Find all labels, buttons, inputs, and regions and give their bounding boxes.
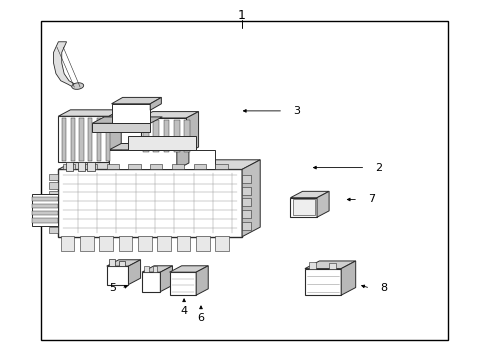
Polygon shape bbox=[290, 192, 328, 198]
Polygon shape bbox=[111, 98, 161, 104]
Bar bbox=[63, 164, 75, 169]
Text: 8: 8 bbox=[379, 283, 386, 293]
Bar bbox=[58, 169, 242, 237]
Bar bbox=[119, 236, 132, 251]
Polygon shape bbox=[128, 260, 140, 284]
Bar bbox=[183, 120, 189, 152]
Bar bbox=[242, 198, 250, 206]
Bar bbox=[32, 204, 58, 208]
Polygon shape bbox=[169, 266, 208, 272]
Bar bbox=[61, 236, 74, 251]
Bar bbox=[140, 118, 186, 153]
Bar bbox=[196, 236, 209, 251]
Bar bbox=[215, 164, 227, 169]
Polygon shape bbox=[196, 266, 208, 295]
Polygon shape bbox=[58, 160, 260, 169]
Polygon shape bbox=[186, 112, 198, 153]
Bar bbox=[49, 218, 58, 224]
Bar bbox=[177, 236, 190, 251]
Bar bbox=[41, 21, 447, 339]
Bar bbox=[105, 118, 110, 161]
Bar bbox=[106, 164, 119, 169]
Bar bbox=[305, 269, 341, 295]
Bar bbox=[157, 236, 171, 251]
Bar bbox=[173, 120, 179, 152]
Bar bbox=[58, 116, 109, 162]
Bar bbox=[85, 164, 97, 169]
Text: 1: 1 bbox=[238, 9, 245, 22]
Polygon shape bbox=[316, 192, 328, 217]
Bar bbox=[49, 183, 58, 189]
Bar bbox=[106, 266, 128, 284]
Bar bbox=[99, 236, 113, 251]
Bar bbox=[109, 259, 115, 266]
Polygon shape bbox=[109, 144, 188, 150]
Bar bbox=[128, 136, 196, 150]
Bar bbox=[32, 194, 58, 226]
Bar bbox=[49, 174, 58, 180]
Bar bbox=[87, 162, 95, 171]
Bar bbox=[292, 199, 314, 215]
Bar bbox=[49, 192, 58, 198]
Bar bbox=[242, 222, 250, 230]
Polygon shape bbox=[177, 144, 188, 169]
Bar bbox=[88, 118, 92, 161]
Bar bbox=[169, 272, 196, 295]
Bar bbox=[111, 104, 150, 123]
Bar bbox=[242, 187, 250, 194]
Bar bbox=[32, 218, 58, 222]
Polygon shape bbox=[140, 112, 198, 118]
Bar bbox=[97, 118, 101, 161]
Text: 6: 6 bbox=[197, 313, 204, 323]
Text: 4: 4 bbox=[180, 306, 187, 316]
Bar bbox=[79, 118, 83, 161]
Bar bbox=[49, 209, 58, 215]
Polygon shape bbox=[341, 261, 355, 295]
Text: 3: 3 bbox=[292, 106, 299, 116]
Bar bbox=[242, 175, 250, 183]
Bar bbox=[172, 164, 183, 169]
Bar bbox=[150, 164, 162, 169]
Polygon shape bbox=[242, 160, 260, 237]
Bar bbox=[290, 198, 316, 217]
Bar bbox=[80, 236, 94, 251]
Bar bbox=[328, 263, 336, 269]
Bar bbox=[193, 164, 205, 169]
Polygon shape bbox=[109, 110, 121, 162]
Text: 5: 5 bbox=[109, 283, 116, 293]
Bar bbox=[65, 162, 73, 171]
Bar bbox=[153, 120, 159, 152]
Bar bbox=[32, 197, 58, 201]
Bar bbox=[71, 118, 75, 161]
Bar bbox=[49, 227, 58, 233]
Text: 2: 2 bbox=[374, 163, 382, 172]
Bar bbox=[242, 210, 250, 218]
Bar bbox=[109, 150, 215, 169]
Bar bbox=[78, 162, 85, 171]
Bar bbox=[92, 123, 150, 132]
Bar bbox=[142, 272, 160, 292]
Polygon shape bbox=[92, 117, 162, 123]
Ellipse shape bbox=[72, 83, 83, 89]
Bar bbox=[32, 211, 58, 215]
Polygon shape bbox=[106, 260, 140, 266]
Polygon shape bbox=[150, 98, 161, 110]
Bar bbox=[119, 261, 124, 266]
Bar bbox=[142, 120, 148, 152]
Polygon shape bbox=[305, 261, 355, 269]
Polygon shape bbox=[53, 42, 81, 88]
Bar bbox=[143, 266, 148, 272]
Bar bbox=[49, 200, 58, 207]
Bar bbox=[152, 266, 157, 272]
Bar bbox=[138, 236, 151, 251]
Bar bbox=[215, 236, 228, 251]
Polygon shape bbox=[160, 266, 172, 292]
Polygon shape bbox=[58, 110, 121, 116]
Bar bbox=[308, 261, 315, 269]
Text: 7: 7 bbox=[367, 194, 374, 204]
Bar bbox=[163, 120, 169, 152]
Bar bbox=[128, 164, 140, 169]
Bar bbox=[62, 118, 66, 161]
Polygon shape bbox=[142, 266, 172, 272]
